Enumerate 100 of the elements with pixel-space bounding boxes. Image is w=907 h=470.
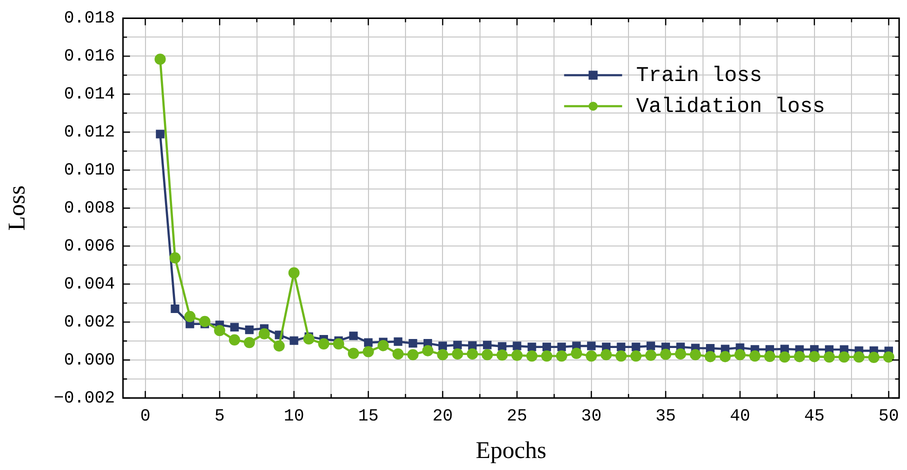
- point: [422, 345, 434, 356]
- y-tick-label: 0.006: [64, 238, 115, 257]
- point: [808, 351, 820, 362]
- legend-label: Train loss: [636, 64, 762, 88]
- x-axis-title: Epochs: [476, 438, 546, 464]
- point: [720, 351, 731, 362]
- x-tick-label: 30: [581, 408, 602, 427]
- x-tick-label: 35: [655, 408, 676, 427]
- x-tick-label: 15: [358, 408, 379, 427]
- point: [779, 351, 790, 363]
- point: [332, 338, 344, 350]
- point: [853, 351, 865, 363]
- x-tick-label: 45: [804, 408, 825, 427]
- point: [883, 351, 894, 363]
- point: [734, 349, 746, 360]
- point: [214, 324, 226, 336]
- point: [437, 349, 448, 360]
- point: [794, 351, 806, 362]
- point: [600, 349, 612, 360]
- point: [646, 342, 656, 350]
- point: [632, 342, 640, 352]
- x-tick-label: 40: [730, 408, 750, 427]
- x-tick-label: 10: [284, 408, 304, 427]
- point: [674, 348, 686, 360]
- point: [154, 54, 166, 65]
- legend-label: Validation loss: [636, 96, 826, 119]
- point: [749, 350, 760, 362]
- point: [528, 342, 536, 352]
- point: [349, 332, 358, 340]
- point: [660, 348, 672, 360]
- point: [318, 338, 330, 350]
- y-axis-title: Loss: [4, 185, 31, 231]
- point: [290, 336, 298, 345]
- point: [156, 130, 164, 138]
- point: [541, 350, 552, 362]
- point: [630, 350, 642, 362]
- point: [511, 350, 523, 361]
- point: [824, 351, 835, 363]
- point: [199, 316, 210, 328]
- point: [258, 328, 270, 340]
- y-tick-label: 0.000: [64, 352, 115, 371]
- point: [228, 334, 240, 346]
- point: [780, 344, 789, 354]
- point: [169, 252, 181, 264]
- y-tick-label: 0.014: [64, 86, 115, 105]
- point: [408, 339, 418, 348]
- point: [526, 350, 538, 362]
- point: [556, 350, 568, 362]
- point: [496, 349, 508, 361]
- point: [542, 342, 552, 352]
- x-tick-label: 50: [878, 408, 899, 427]
- point: [586, 350, 597, 362]
- point: [364, 338, 373, 347]
- point: [348, 348, 360, 359]
- point: [392, 348, 404, 360]
- y-tick-label: 0.010: [64, 162, 115, 181]
- point: [452, 348, 464, 360]
- point: [170, 304, 180, 314]
- y-tick-label: 0.002: [64, 314, 115, 333]
- y-tick-label: 0.016: [64, 48, 115, 67]
- point: [482, 349, 493, 360]
- point: [407, 349, 419, 360]
- point: [184, 310, 196, 322]
- x-tick-label: 25: [506, 408, 528, 427]
- point: [838, 351, 850, 363]
- point: [303, 333, 314, 345]
- point: [482, 340, 492, 350]
- y-tick-label: 0.012: [64, 124, 115, 143]
- point: [557, 342, 566, 352]
- point: [378, 340, 389, 352]
- point: [230, 322, 239, 332]
- point: [704, 351, 716, 362]
- point: [362, 346, 374, 358]
- point: [645, 350, 656, 361]
- y-tick-label: 0.018: [64, 10, 115, 29]
- point: [512, 342, 522, 350]
- x-tick-label: 0: [140, 408, 150, 427]
- point: [468, 341, 477, 350]
- y-tick-label: 0.004: [64, 276, 115, 295]
- point: [706, 344, 715, 353]
- point: [394, 337, 402, 346]
- point: [288, 267, 300, 278]
- point: [438, 342, 447, 350]
- y-tick-label: 0.008: [64, 200, 115, 219]
- point: [466, 348, 478, 360]
- x-tick-label: 20: [432, 408, 453, 427]
- point: [868, 352, 880, 363]
- point: [764, 350, 776, 362]
- y-tick-label: −0.002: [54, 390, 115, 408]
- point: [453, 340, 462, 350]
- point: [570, 348, 582, 359]
- point: [587, 342, 596, 350]
- point: [615, 350, 627, 362]
- point: [616, 342, 626, 352]
- point: [274, 340, 285, 352]
- point: [244, 336, 255, 348]
- x-tick-label: 5: [214, 408, 225, 427]
- point: [498, 342, 506, 351]
- point: [572, 342, 581, 350]
- point: [690, 349, 702, 360]
